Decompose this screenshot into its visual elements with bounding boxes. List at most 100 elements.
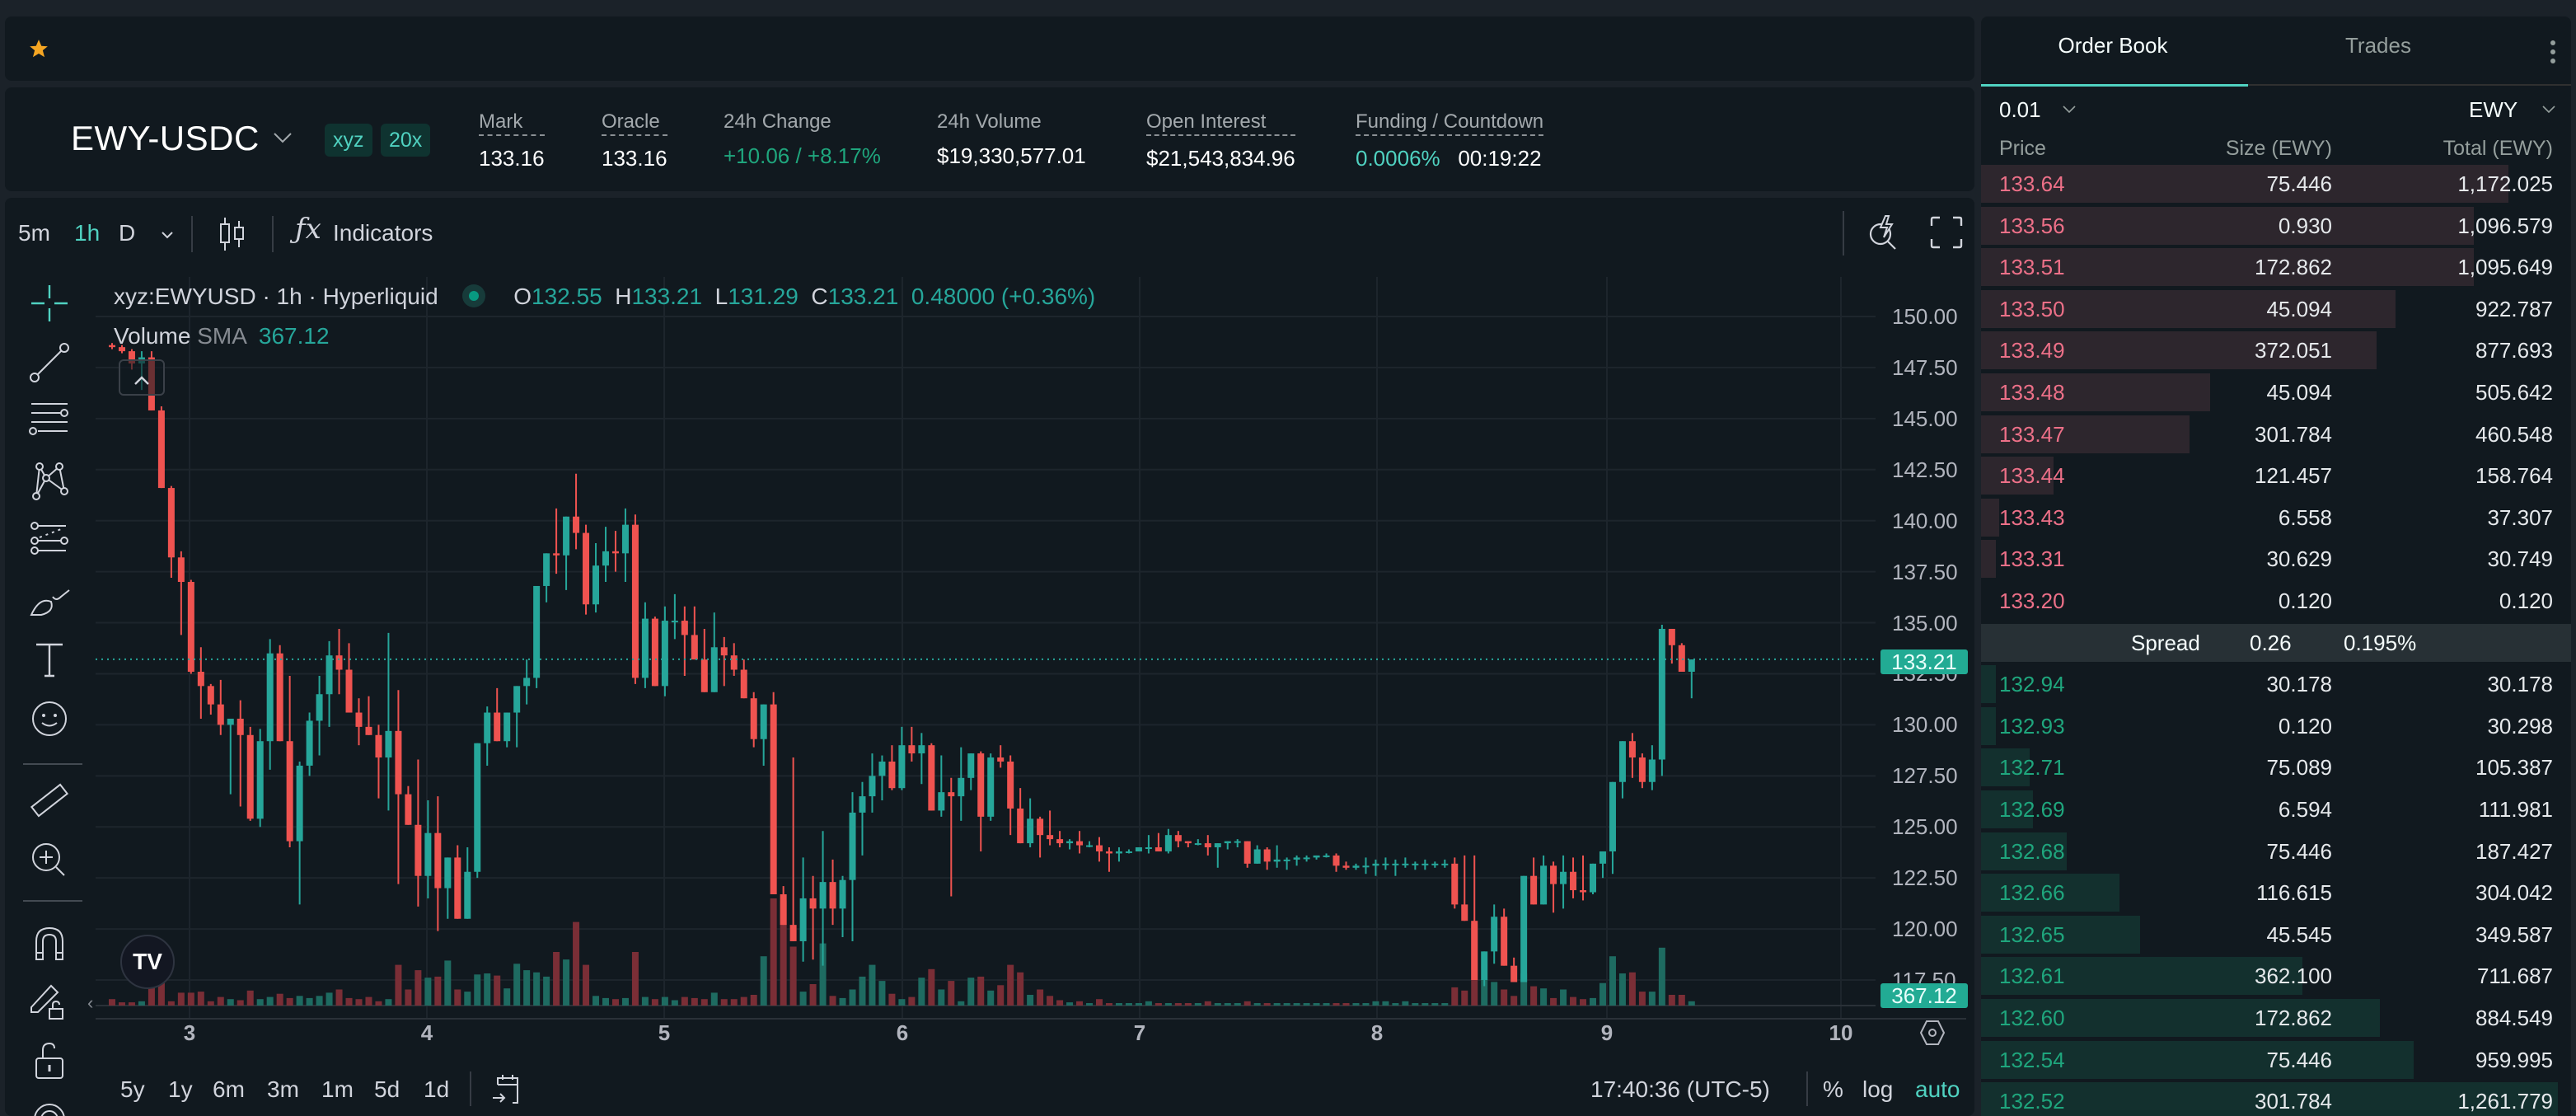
order-price[interactable]: 132.65 (1999, 921, 2065, 947)
settings-icon[interactable] (1918, 1019, 1946, 1047)
trend-line-tool[interactable] (23, 336, 76, 389)
market-symbol[interactable]: EWY-USDC (71, 119, 260, 157)
order-price[interactable]: 133.64 (1999, 171, 2065, 196)
brush-tool[interactable] (23, 574, 76, 626)
tab-trades[interactable]: Trades (2345, 33, 2411, 58)
order-price[interactable]: 133.48 (1999, 380, 2065, 405)
quick-search-icon[interactable] (1866, 213, 1905, 252)
text-tool[interactable] (23, 633, 76, 686)
indicators-button[interactable]: Indicators (333, 220, 433, 246)
range-3m[interactable]: 3m (267, 1076, 299, 1102)
ask-row[interactable]: 133.64 75.446 1,172.025 (1981, 165, 2571, 203)
order-price[interactable]: 132.54 (1999, 1047, 2065, 1072)
prediction-tool[interactable] (23, 514, 76, 567)
ask-row[interactable]: 133.31 30.629 30.749 (1981, 540, 2571, 579)
chevron-down-icon[interactable] (158, 226, 176, 244)
tab-order-book[interactable]: Order Book (2058, 33, 2168, 58)
order-price[interactable]: 133.56 (1999, 213, 2065, 238)
order-price[interactable]: 132.93 (1999, 713, 2065, 739)
bid-row[interactable]: 132.66 116.615 304.042 (1981, 874, 2571, 912)
range-1y[interactable]: 1y (168, 1076, 193, 1102)
crosshair-tool[interactable] (23, 277, 76, 330)
measure-tool[interactable] (23, 775, 76, 828)
order-price[interactable]: 133.51 (1999, 255, 2065, 280)
order-price[interactable]: 132.60 (1999, 1006, 2065, 1030)
tick-size-select[interactable]: 0.01 (1999, 97, 2077, 123)
eye-tool[interactable] (23, 1093, 76, 1116)
ask-row[interactable]: 133.43 6.558 37.307 (1981, 498, 2571, 537)
order-price[interactable]: 133.44 (1999, 463, 2065, 489)
timeframe-5m[interactable]: 5m (18, 220, 50, 246)
candles-icon[interactable] (218, 216, 247, 252)
bid-row[interactable]: 132.60 172.862 884.549 (1981, 999, 2571, 1037)
order-price[interactable]: 132.66 (1999, 880, 2065, 906)
order-price[interactable]: 132.68 (1999, 838, 2065, 864)
range-1d[interactable]: 1d (424, 1076, 450, 1102)
scroll-left-icon[interactable]: ‹ (87, 992, 94, 1013)
percent-scale-toggle[interactable]: % (1823, 1076, 1843, 1102)
clock-display[interactable]: 17:40:36 (UTC-5) (1590, 1076, 1770, 1102)
lock-drawings-tool[interactable] (23, 974, 76, 1027)
depth-bar (1981, 248, 2474, 287)
ask-row[interactable]: 133.48 45.094 505.642 (1981, 373, 2571, 411)
fib-tool[interactable] (23, 396, 76, 448)
ask-row[interactable]: 133.49 372.051 877.693 (1981, 331, 2571, 370)
header-price: Price (1999, 137, 2046, 160)
go-to-date-icon[interactable] (491, 1073, 524, 1106)
stat-label[interactable]: Oracle (602, 110, 667, 136)
magnet-tool[interactable] (23, 917, 76, 969)
star-icon[interactable] (28, 38, 49, 59)
price-chart[interactable] (96, 277, 1966, 1116)
order-price[interactable]: 133.50 (1999, 296, 2065, 321)
range-5y[interactable]: 5y (120, 1076, 145, 1102)
ask-row[interactable]: 133.20 0.120 0.120 (1981, 582, 2571, 620)
collapse-legend-button[interactable] (119, 359, 165, 396)
order-total: 30.749 (2487, 546, 2553, 572)
bid-row[interactable]: 132.54 75.446 959.995 (1981, 1040, 2571, 1079)
ask-row[interactable]: 133.50 45.094 922.787 (1981, 289, 2571, 328)
order-price[interactable]: 132.61 (1999, 964, 2065, 989)
stat-label[interactable]: Open Interest (1146, 110, 1295, 136)
order-price[interactable]: 133.43 (1999, 504, 2065, 530)
emoji-tool[interactable] (23, 692, 76, 745)
bid-row[interactable]: 132.94 30.178 30.178 (1981, 665, 2571, 704)
order-price[interactable]: 132.69 (1999, 797, 2065, 822)
order-price[interactable]: 132.52 (1999, 1089, 2065, 1114)
chevron-down-icon[interactable] (270, 125, 295, 150)
more-options-icon[interactable] (2550, 40, 2556, 64)
log-scale-toggle[interactable]: log (1862, 1076, 1894, 1102)
range-6m[interactable]: 6m (213, 1076, 245, 1102)
time-axis-label: 9 (1600, 1020, 1614, 1045)
bid-row[interactable]: 132.69 6.594 111.981 (1981, 790, 2571, 828)
tradingview-logo[interactable]: TV (120, 935, 175, 989)
stat-label[interactable]: Funding / Countdown (1356, 110, 1544, 136)
stat-label[interactable]: Mark (479, 110, 545, 136)
order-price[interactable]: 132.94 (1999, 672, 2065, 697)
timeframe-d[interactable]: D (119, 220, 136, 246)
bid-row[interactable]: 132.68 75.446 187.427 (1981, 832, 2571, 870)
timeframe-1h[interactable]: 1h (74, 220, 101, 246)
pattern-tool[interactable] (23, 455, 76, 508)
order-price[interactable]: 133.31 (1999, 546, 2065, 572)
lock-tool[interactable] (23, 1034, 76, 1086)
auto-scale-toggle[interactable]: auto (1915, 1076, 1960, 1102)
zoom-in-tool[interactable] (23, 834, 76, 887)
bid-row[interactable]: 132.71 75.089 105.387 (1981, 748, 2571, 787)
order-price[interactable]: 133.47 (1999, 421, 2065, 447)
ask-row[interactable]: 133.47 301.784 460.548 (1981, 415, 2571, 453)
range-5d[interactable]: 5d (374, 1076, 400, 1102)
ask-row[interactable]: 133.56 0.930 1,096.579 (1981, 206, 2571, 245)
ask-row[interactable]: 133.44 121.457 158.764 (1981, 457, 2571, 495)
bid-row[interactable]: 132.52 301.784 1,261.779 (1981, 1082, 2571, 1116)
bid-row[interactable]: 132.61 362.100 711.687 (1981, 957, 2571, 996)
unit-select[interactable]: EWY (2469, 97, 2556, 123)
order-price[interactable]: 133.20 (1999, 588, 2065, 613)
order-price[interactable]: 133.49 (1999, 338, 2065, 363)
function-icon[interactable]: ƒx (295, 213, 321, 246)
range-1m[interactable]: 1m (321, 1076, 354, 1102)
order-price[interactable]: 132.71 (1999, 755, 2065, 781)
fullscreen-icon[interactable] (1930, 216, 1963, 249)
bid-row[interactable]: 132.65 45.545 349.587 (1981, 915, 2571, 954)
ask-row[interactable]: 133.51 172.862 1,095.649 (1981, 248, 2571, 287)
bid-row[interactable]: 132.93 0.120 30.298 (1981, 706, 2571, 745)
